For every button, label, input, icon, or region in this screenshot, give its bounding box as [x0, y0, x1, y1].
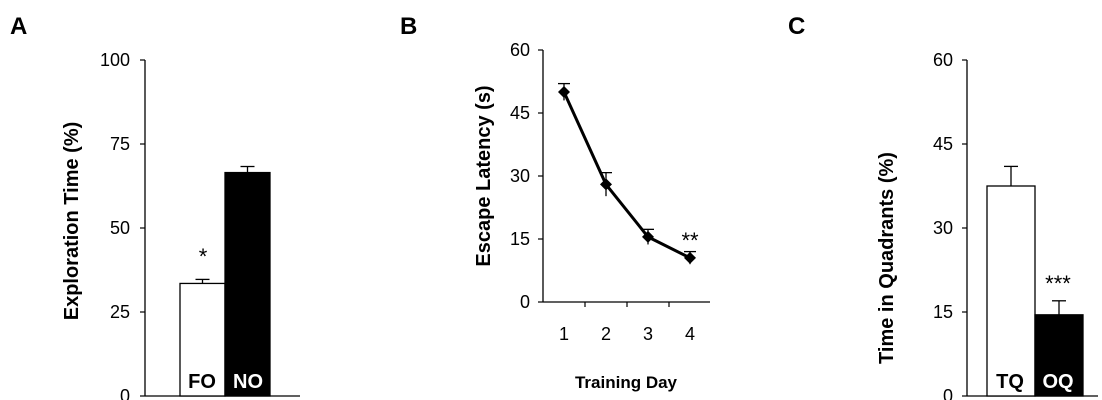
error-bar-no	[240, 165, 255, 173]
bar-label-no: NO	[233, 371, 263, 393]
bars-a	[179, 171, 271, 397]
y-tick-label-a: 75	[110, 134, 130, 154]
error-bars-c	[1004, 165, 1066, 315]
significance-marker-b: **	[681, 228, 699, 253]
error-bars-b	[558, 82, 696, 265]
bars-c	[986, 185, 1084, 397]
panel-letter-c: C	[788, 13, 805, 40]
y-tick-label-b: 0	[520, 292, 530, 312]
y-tick-label-a: 50	[110, 218, 130, 238]
significance-marker-a: *	[199, 244, 208, 269]
y-axis-label-c: Time in Quadrants (%)	[876, 152, 898, 364]
data-point-day-4	[684, 251, 696, 264]
y-tick-label-c: 30	[933, 218, 953, 238]
error-bar-oq	[1052, 300, 1066, 315]
x-axis-label-b: Training Day	[575, 373, 678, 392]
y-tick-label-c: 0	[943, 386, 953, 400]
bar-label-fo: FO	[188, 371, 216, 393]
x-tick-label-b: 4	[685, 324, 695, 344]
panel-letter-a: A	[10, 13, 27, 40]
x-tick-label-b: 2	[601, 324, 611, 344]
data-point-day-2	[600, 178, 612, 191]
y-tick-label-a: 0	[120, 386, 130, 400]
y-tick-label-b: 60	[510, 40, 530, 60]
bar-fo	[179, 282, 226, 397]
significance-marker-c: ***	[1045, 271, 1071, 296]
y-tick-label-c: 45	[933, 134, 953, 154]
bar-no	[224, 171, 271, 397]
panel-b: B Escape Latency (s) Training Day 0 15 3…	[400, 13, 710, 392]
y-tick-label-b: 15	[510, 229, 530, 249]
bar-tq	[986, 185, 1036, 397]
bar-oq	[1034, 314, 1084, 397]
series-line-b	[562, 91, 691, 260]
error-bars-a	[195, 165, 255, 284]
bar-label-oq: OQ	[1042, 371, 1073, 393]
data-point-day-1	[558, 86, 570, 98]
panel-a: A Exploration Time (%) 0 25 50 75 100 FO…	[10, 13, 300, 400]
data-points-b	[558, 86, 696, 264]
y-tick-label-c: 15	[933, 302, 953, 322]
data-point-day-3	[642, 230, 654, 243]
y-tick-label-b: 30	[510, 166, 530, 186]
y-tick-label-b: 45	[510, 103, 530, 123]
x-tick-label-b: 1	[559, 324, 569, 344]
error-bar-fo	[195, 278, 210, 284]
y-axis-label-a: Exploration Time (%)	[61, 122, 83, 321]
error-bar-tq	[1004, 165, 1018, 186]
y-axis-label-b: Escape Latency (s)	[473, 85, 495, 266]
bar-label-tq: TQ	[996, 371, 1024, 393]
x-tick-label-b: 3	[643, 324, 653, 344]
y-tick-label-a: 100	[100, 50, 130, 70]
y-tick-label-c: 60	[933, 50, 953, 70]
panel-c: C Time in Quadrants (%) 0 15 30 45 60 TQ…	[788, 13, 1098, 400]
panel-letter-b: B	[400, 13, 417, 40]
y-tick-label-a: 25	[110, 302, 130, 322]
